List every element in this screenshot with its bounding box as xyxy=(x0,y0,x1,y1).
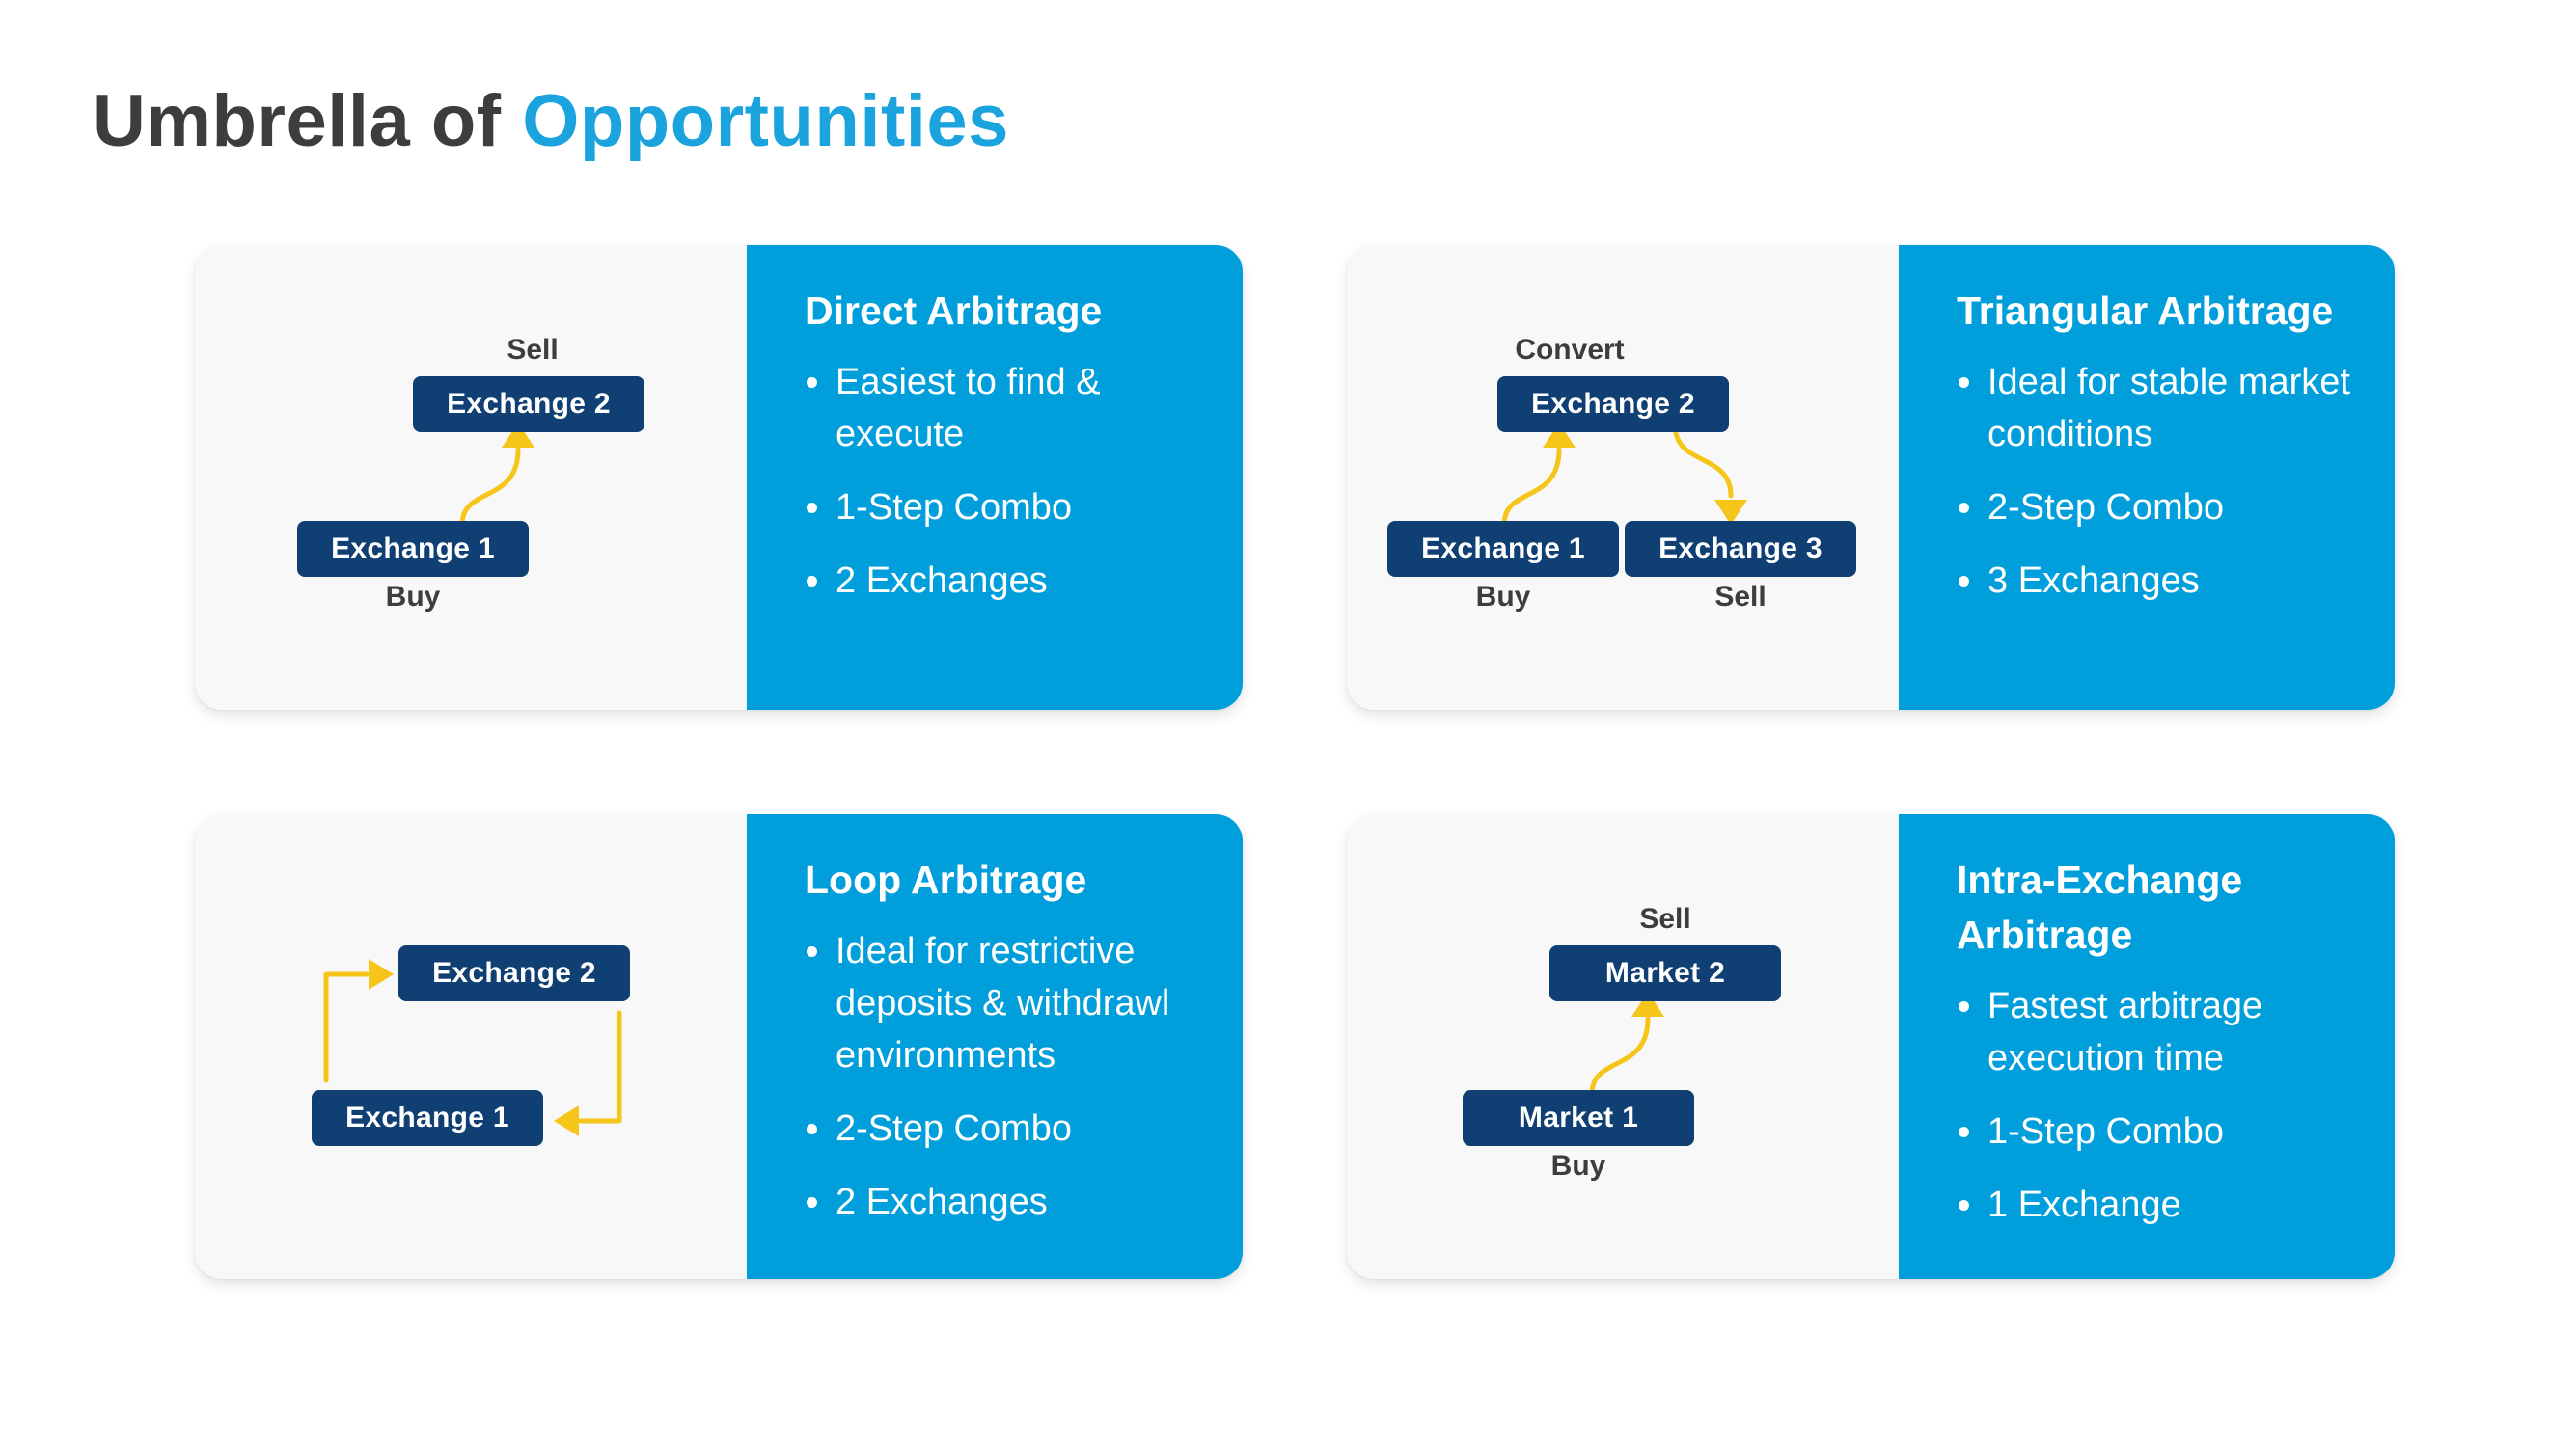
bullet-list: Ideal for stable market conditions 2-Ste… xyxy=(1957,356,2360,607)
bullet-item: Ideal for restrictive deposits & withdra… xyxy=(805,925,1208,1081)
bullet-list: Fastest arbitrage execution time 1-Step … xyxy=(1957,980,2360,1231)
bullet-item: 1 Exchange xyxy=(1957,1179,2360,1231)
page-title-main: Umbrella of xyxy=(93,80,502,162)
page-title: Umbrella of Opportunities xyxy=(93,81,1009,162)
exchange-2-node: Exchange 2 xyxy=(1497,376,1729,432)
loop-arrow-icon xyxy=(323,959,622,1136)
convert-label: Convert xyxy=(1515,334,1625,366)
exchange-1-node: Exchange 1 xyxy=(297,521,529,577)
card-triangular-arbitrage: Convert Exchange 2 Exchange 1 Exchange 3… xyxy=(1347,245,2395,710)
bullet-list: Easiest to find & execute 1-Step Combo 2… xyxy=(805,356,1208,607)
exchange-2-node: Exchange 2 xyxy=(413,376,644,432)
info-panel-loop-arbitrage: Loop Arbitrage Ideal for restrictive dep… xyxy=(747,814,1243,1279)
diagram-direct-arbitrage: Sell Exchange 2 Exchange 1 Buy xyxy=(195,245,747,710)
info-panel-direct-arbitrage: Direct Arbitrage Easiest to find & execu… xyxy=(747,245,1243,710)
bullet-item: Easiest to find & execute xyxy=(805,356,1208,460)
buy-label: Buy xyxy=(1475,581,1531,613)
bullet-item: Ideal for stable market conditions xyxy=(1957,356,2360,460)
market-2-node: Market 2 xyxy=(1549,945,1781,1001)
bullet-item: 2-Step Combo xyxy=(805,1103,1208,1155)
flow-arrow-icon xyxy=(1589,992,1664,1097)
market-1-node: Market 1 xyxy=(1463,1090,1694,1146)
bullet-item: 1-Step Combo xyxy=(805,481,1208,533)
diagram-loop-arbitrage: Exchange 2 Exchange 1 xyxy=(195,814,747,1279)
diagram-intra-exchange-arbitrage: Sell Market 2 Market 1 Buy xyxy=(1347,814,1899,1279)
bullet-item: 2 Exchanges xyxy=(805,555,1208,607)
bullet-item: 2-Step Combo xyxy=(1957,481,2360,533)
card-loop-arbitrage: Exchange 2 Exchange 1 Loop Arbitrage Ide… xyxy=(195,814,1243,1279)
diagram-triangular-arbitrage: Convert Exchange 2 Exchange 1 Exchange 3… xyxy=(1347,245,1899,710)
flow-arrow-icon xyxy=(1501,422,1747,528)
bullet-item: Fastest arbitrage execution time xyxy=(1957,980,2360,1084)
exchange-1-node: Exchange 1 xyxy=(1387,521,1619,577)
buy-label: Buy xyxy=(1550,1150,1606,1182)
sell-label: Sell xyxy=(507,334,559,366)
card-intra-exchange-arbitrage: Sell Market 2 Market 1 Buy Intra-Exchang… xyxy=(1347,814,2395,1279)
sell-label: Sell xyxy=(1714,581,1767,613)
page-title-accent: Opportunities xyxy=(522,80,1009,162)
buy-label: Buy xyxy=(385,581,441,613)
bullet-item: 3 Exchanges xyxy=(1957,555,2360,607)
card-direct-arbitrage: Sell Exchange 2 Exchange 1 Buy Direct Ar… xyxy=(195,245,1243,710)
sell-label: Sell xyxy=(1639,903,1691,935)
bullet-list: Ideal for restrictive deposits & withdra… xyxy=(805,925,1208,1228)
card-title: Direct Arbitrage xyxy=(805,288,1103,333)
card-title: Loop Arbitrage xyxy=(805,858,1087,902)
bullet-item: 1-Step Combo xyxy=(1957,1106,2360,1158)
exchange-2-node: Exchange 2 xyxy=(398,945,630,1001)
info-panel-intra-exchange-arbitrage: Intra-Exchange Arbitrage Fastest arbitra… xyxy=(1899,814,2395,1279)
flow-arrow-icon xyxy=(459,423,534,528)
exchange-3-node: Exchange 3 xyxy=(1625,521,1856,577)
exchange-1-node: Exchange 1 xyxy=(312,1090,543,1146)
info-panel-triangular-arbitrage: Triangular Arbitrage Ideal for stable ma… xyxy=(1899,245,2395,710)
bullet-item: 2 Exchanges xyxy=(805,1176,1208,1228)
card-title: Intra-Exchange Arbitrage xyxy=(1957,858,2243,957)
card-title: Triangular Arbitrage xyxy=(1957,288,2334,333)
